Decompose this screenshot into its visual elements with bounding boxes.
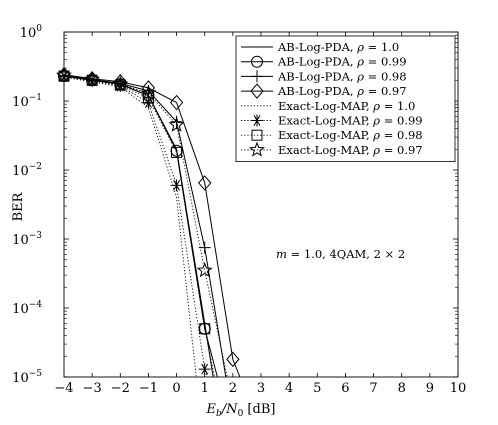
marker-star	[249, 141, 265, 157]
legend-box	[235, 35, 456, 162]
series-2	[58, 70, 218, 378]
series-line	[63, 76, 208, 378]
series-line	[63, 75, 214, 378]
x-tick-label: 0	[172, 381, 180, 396]
x-tick-label: 10	[450, 381, 467, 396]
legend: AB-Log-PDA, ρ = 1.0AB-Log-PDA, ρ = 0.99A…	[235, 35, 456, 162]
legend-label: AB-Log-PDA, ρ = 1.0	[277, 40, 399, 54]
x-tick-label: 6	[341, 381, 349, 396]
x-tick-label: 9	[426, 381, 434, 396]
legend-label: AB-Log-PDA, ρ = 0.99	[277, 55, 407, 69]
x-tick-label: 8	[398, 381, 406, 396]
y-tick-label: 10−2	[12, 162, 42, 179]
x-tick-label: −2	[111, 381, 130, 396]
marker-square	[86, 74, 98, 86]
marker-square	[251, 129, 263, 141]
series-line	[63, 75, 218, 378]
series-line	[63, 76, 197, 378]
legend-entry: AB-Log-PDA, ρ = 1.0	[241, 40, 399, 54]
annotation: m = 1.0, 4QAM, 2 × 2	[276, 247, 405, 261]
series-line	[63, 75, 216, 378]
x-label-e: E	[206, 402, 217, 417]
legend-entry: AB-Log-PDA, ρ = 0.97	[241, 83, 407, 99]
x-axis-ticks: −4 −3 −2 −1 0 1 2 3 4 5 6 7 8 9 10	[54, 32, 466, 396]
legend-entry: Exact-Log-MAP, ρ = 1.0	[241, 99, 415, 113]
marker-diamond	[250, 83, 264, 99]
marker-diamond	[198, 175, 212, 191]
legend-entry: AB-Log-PDA, ρ = 0.99	[241, 55, 407, 69]
legend-label: Exact-Log-MAP, ρ = 0.97	[278, 143, 423, 157]
series-line	[63, 74, 228, 378]
marker-star	[56, 67, 72, 83]
y-axis-label: BER	[11, 191, 26, 221]
marker-asterisk	[198, 363, 211, 376]
marker-square	[114, 79, 126, 91]
y-axis-ticks: 100 10−1 10−2 10−3 10−4 10−5	[12, 24, 458, 386]
y-tick-label: 100	[20, 24, 43, 41]
series-line	[63, 74, 241, 378]
x-tick-label: 4	[285, 381, 293, 396]
x-label-unit: [dB]	[243, 402, 275, 417]
marker-diamond	[141, 80, 156, 96]
x-tick-label: 2	[229, 381, 237, 396]
legend-label: Exact-Log-MAP, ρ = 0.98	[278, 128, 423, 142]
marker-star	[140, 84, 157, 100]
legend-label: AB-Log-PDA, ρ = 0.98	[277, 69, 407, 83]
x-label-n: /N	[220, 402, 238, 417]
x-tick-label: 5	[313, 381, 321, 396]
y-tick-label: 10−5	[12, 369, 42, 386]
marker-diamond	[169, 94, 184, 111]
legend-label: Exact-Log-MAP, ρ = 1.0	[278, 99, 415, 113]
marker-star	[168, 116, 185, 132]
x-tick-label: −1	[139, 381, 158, 396]
x-axis-label: Eb/N0 [dB]	[206, 402, 276, 419]
legend-entry: Exact-Log-MAP, ρ = 0.99	[241, 114, 423, 128]
y-tick-label: 10−1	[12, 93, 42, 110]
legend-label: Exact-Log-MAP, ρ = 0.99	[278, 114, 423, 128]
y-tick-label: 10−4	[12, 300, 42, 317]
x-tick-label: −3	[83, 381, 102, 396]
x-tick-label: 3	[257, 381, 265, 396]
marker-asterisk	[170, 179, 183, 192]
marker-plus	[251, 70, 263, 83]
series-line	[63, 74, 227, 378]
x-tick-label: 1	[201, 381, 209, 396]
marker-asterisk	[251, 114, 263, 127]
y-tick-label: 10−3	[12, 231, 42, 248]
series-5	[63, 76, 197, 378]
series-layer	[56, 66, 241, 378]
series-4	[57, 66, 241, 378]
x-tick-label: 7	[369, 381, 377, 396]
marker-star	[112, 75, 129, 92]
marker-diamond	[226, 351, 240, 368]
legend-entry: Exact-Log-MAP, ρ = 0.98	[241, 128, 423, 142]
x-label-sub-0: 0	[238, 409, 244, 419]
x-label-sub-b: b	[216, 409, 222, 419]
legend-label: AB-Log-PDA, ρ = 0.97	[277, 84, 407, 98]
marker-asterisk	[142, 96, 155, 109]
series-1	[63, 75, 214, 378]
annotation-m-label: m	[276, 247, 287, 261]
annotation-text: = 1.0, 4QAM, 2 × 2	[287, 247, 405, 261]
legend-entry: Exact-Log-MAP, ρ = 0.97	[241, 141, 423, 157]
marker-square	[58, 70, 70, 82]
marker-square	[199, 323, 211, 335]
series-8	[56, 67, 228, 378]
marker-star	[84, 71, 101, 87]
legend-entry: AB-Log-PDA, ρ = 0.98	[241, 69, 407, 83]
marker-circle	[251, 55, 263, 68]
x-tick-label: −4	[54, 381, 73, 396]
marker-star	[196, 262, 213, 278]
series-3	[58, 69, 227, 378]
